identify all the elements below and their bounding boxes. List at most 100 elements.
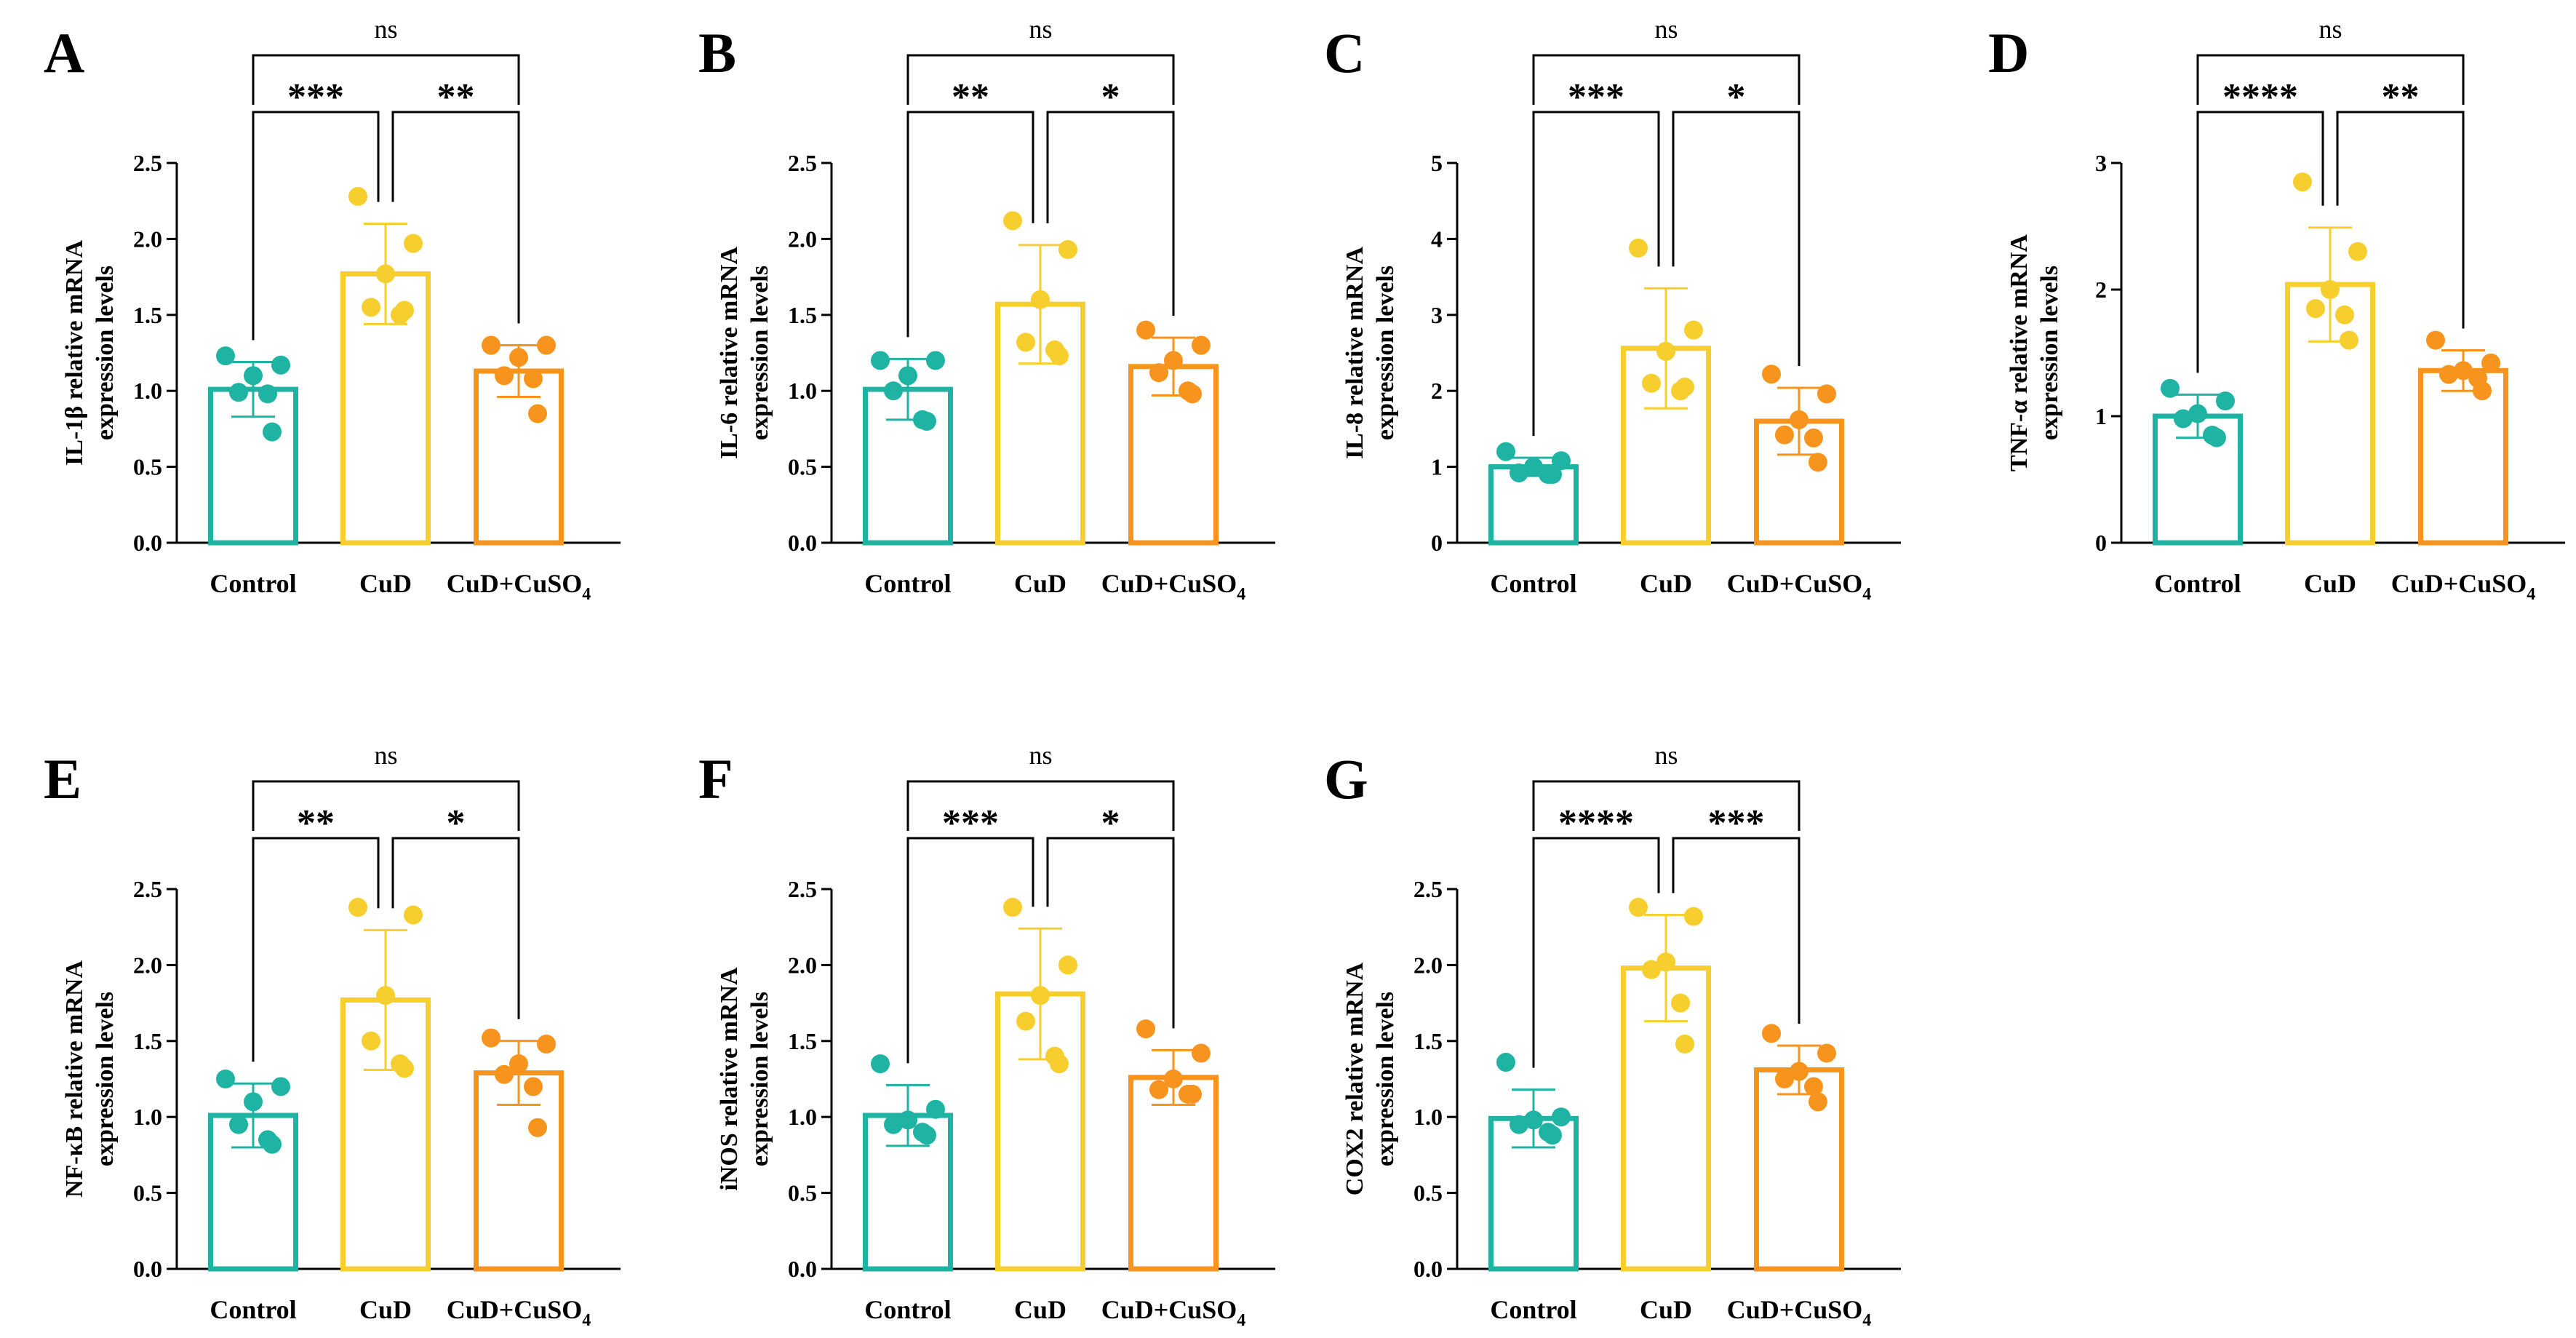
panel-d-control-data-point — [2188, 404, 2207, 423]
panel-b-comparison-control-vs-cud-bracket — [906, 111, 1034, 338]
panel-d-control-data-point — [2216, 391, 2235, 411]
panel-b-control-data-point — [871, 351, 890, 370]
panel-c-comparison-control-vs-cud-cuso4-bracket — [1532, 54, 1801, 105]
panel-d-cud-x-label: CuD — [2304, 569, 2356, 598]
panel-g-comparison-control-vs-cud-bracket — [1532, 837, 1660, 1068]
panel-f-comparison-control-vs-cud-cuso4-bracket — [906, 780, 1175, 831]
panel-f-comparison-control-vs-cud-bracket — [906, 837, 1034, 1064]
panel-g-cud-cuso4-bar — [1754, 1067, 1844, 1272]
panel-e-cud-cuso4-data-point — [528, 1118, 547, 1137]
panel-a-y-tick-label: 0.0 — [133, 530, 162, 556]
panel-b-control-data-point — [884, 381, 903, 401]
panel-g-cud-data-point — [1684, 907, 1703, 926]
panel-e-comparison-control-vs-cud-cuso4-label: ns — [374, 741, 397, 770]
panel-f-cud-cuso4-x-label: CuD+CuSO4 — [1101, 1295, 1246, 1330]
panel-d-control-data-point — [2161, 378, 2180, 398]
panel-a-cud-data-point — [395, 300, 414, 320]
panel-e-cud-cuso4-data-point — [524, 1077, 543, 1096]
panel-d-y-label-line: expression levels — [2036, 266, 2063, 440]
panel-a-cud-cuso4-data-point — [537, 335, 556, 355]
panel-d-control-data-point — [2174, 409, 2193, 429]
panel-b-comparison-control-vs-cud-cuso4-bracket — [906, 54, 1175, 105]
panel-a-control-data-point — [258, 384, 277, 404]
panel-g-cud-x-label: CuD — [1640, 1295, 1692, 1324]
panel-b-cud-cuso4-data-point — [1164, 351, 1183, 370]
panel-d-cud-data-point — [2293, 172, 2312, 192]
panel-g-comparison-control-vs-cud-cuso4-label: ns — [1654, 741, 1678, 770]
panel-g-cud-cuso4-data-point — [1809, 1092, 1827, 1112]
panel-a-control-data-point — [271, 355, 290, 375]
panel-d-cud-cuso4-x-label: CuD+CuSO4 — [2391, 569, 2536, 604]
panel-g-cud-data-point — [1671, 993, 1690, 1013]
panel-c-y-tick-label: 3 — [1431, 302, 1443, 328]
panel-d-cud-cuso4-data-point — [2454, 361, 2473, 381]
panel-c-cud-data-point — [1642, 373, 1661, 393]
panel-a-control-x-label: Control — [210, 569, 296, 598]
panel-e-control-data-point — [229, 1115, 248, 1134]
panel-g-cud-cuso4-data-point — [1775, 1070, 1794, 1088]
panel-e-comparison-control-vs-cud-label: ** — [297, 803, 335, 844]
panel-b-y-tick-label: 2.0 — [788, 226, 817, 252]
panel-b-cud-cuso4-data-point — [1192, 335, 1211, 355]
panel-d-control-data-point — [2207, 428, 2226, 447]
panel-g-comparison-control-vs-cud-cuso4-bracket — [1532, 780, 1801, 831]
panel-d-y-tick-label: 3 — [2095, 150, 2107, 176]
panel-f-y-label-line: expression levels — [746, 992, 773, 1166]
panel-f-y-tick-label: 0.5 — [788, 1180, 817, 1206]
panel-f-control-x-label: Control — [864, 1295, 951, 1324]
panel-f-y-tick-label: 1.0 — [788, 1104, 817, 1130]
panel-c-comparison-control-vs-cud-bracket — [1532, 111, 1660, 437]
panel-c-cud-cuso4-data-point — [1775, 425, 1794, 445]
panel-f-comparison-control-vs-cud-cuso4-label: ns — [1029, 741, 1052, 770]
panel-g-cud-data-point — [1629, 898, 1648, 917]
panel-a-cud-cuso4-bar — [474, 368, 564, 546]
panel-f-cud-cuso4-bar — [1128, 1075, 1219, 1272]
panel-d-y-tick-label: 2 — [2095, 276, 2107, 303]
panel-g-control-data-point — [1552, 1107, 1571, 1127]
panel-g-cud-cuso4-data-point — [1790, 1062, 1809, 1081]
panel-f-cud-data-point — [1016, 1011, 1035, 1031]
panel-d-y-label-line: TNF-α relative mRNA — [2006, 234, 2033, 471]
panel-b-comparison-control-vs-cud-cuso4-label: ns — [1029, 15, 1052, 44]
panel-e-cud-cuso4-data-point — [495, 1064, 514, 1084]
panel-g-control-data-point — [1496, 1053, 1515, 1072]
panel-b-y-tick-label: 1.0 — [788, 378, 817, 404]
panel-e-cud-cuso4-x-label: CuD+CuSO4 — [447, 1295, 591, 1330]
panel-c-cud-cuso4-data-point — [1817, 384, 1836, 404]
panel-a-comparison-control-vs-cud-bracket — [252, 111, 380, 341]
panel-f-cud-cuso4-data-point — [1192, 1043, 1211, 1063]
panel-e-y-label-line: expression levels — [92, 992, 119, 1166]
panel-c-cud-data-point — [1656, 341, 1675, 361]
panel-d-cud-data-point — [2321, 280, 2340, 299]
panel-c-y-label-line: expression levels — [1372, 266, 1399, 440]
panel-c-comparison-control-vs-cud-label: *** — [1568, 76, 1624, 118]
panel-e-y-tick-label: 0.0 — [133, 1256, 162, 1282]
panel-c-comparison-cud-vs-cud-cuso4-label: * — [1727, 76, 1746, 118]
panel-d-cud-data-point — [2348, 242, 2367, 261]
panel-d-comparison-control-vs-cud-cuso4-bracket — [2196, 54, 2465, 105]
panel-f-y-tick-label: 2.0 — [788, 952, 817, 978]
panel-a-y-tick-label: 1.0 — [133, 378, 162, 404]
panel-c-y-tick-label: 0 — [1431, 530, 1443, 556]
panel-e-control-x-label: Control — [210, 1295, 296, 1324]
panel-g-cud-cuso4-data-point — [1817, 1043, 1836, 1063]
panel-f-cud-data-point — [1031, 986, 1050, 1006]
panel-d-cud-data-point — [2335, 305, 2354, 324]
panel-e-comparison-cud-vs-cud-cuso4-bracket — [391, 837, 520, 1019]
panel-c-cud-x-label: CuD — [1640, 569, 1692, 598]
panel-d-y-tick-label: 0 — [2095, 530, 2107, 556]
panel-d-cud-cuso4-bar — [2418, 367, 2508, 546]
panel-g-y-tick-label: 2.0 — [1413, 952, 1443, 978]
panel-a-y-label-line: expression levels — [92, 266, 119, 440]
panel-b-y-tick-label: 2.5 — [788, 150, 817, 176]
panel-g-cud-data-point — [1675, 1034, 1694, 1054]
panel-g-control-data-point — [1510, 1115, 1528, 1134]
panel-e: E 0.0 0.5 1.0 1.5 2.0 2.5 NF-κB relative mRNA ex… — [44, 741, 621, 1330]
panel-e-control-data-point — [216, 1070, 235, 1088]
panel-e-cud-data-point — [362, 1031, 380, 1051]
panel-c-letter: C — [1324, 21, 1365, 84]
panel-f-control-data-point — [917, 1126, 936, 1145]
panel-a-comparison-control-vs-cud-cuso4-bracket — [252, 54, 520, 105]
panel-b-control-x-label: Control — [864, 569, 951, 598]
panel-c-cud-cuso4-data-point — [1762, 365, 1781, 384]
